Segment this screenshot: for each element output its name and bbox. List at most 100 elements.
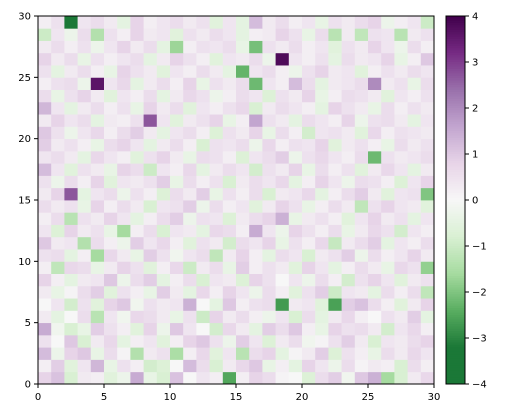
heatmap-cell bbox=[209, 150, 224, 164]
heatmap-cell bbox=[143, 224, 158, 238]
heatmap-cell bbox=[77, 65, 92, 78]
colorbar-segment bbox=[446, 200, 465, 203]
heatmap-cell bbox=[354, 16, 369, 29]
heatmap-cell bbox=[209, 310, 224, 324]
colorbar-segment bbox=[446, 36, 465, 40]
heatmap-cell bbox=[394, 261, 408, 274]
heatmap-cell bbox=[236, 126, 250, 140]
heatmap-cell bbox=[90, 163, 105, 176]
colorbar-tick-label: 0 bbox=[472, 196, 478, 207]
heatmap-cell bbox=[104, 310, 118, 324]
heatmap-cell bbox=[394, 187, 408, 201]
heatmap-cell bbox=[236, 187, 250, 201]
heatmap-cell bbox=[222, 322, 237, 336]
colorbar-segment bbox=[446, 135, 465, 139]
heatmap-cell bbox=[341, 273, 356, 287]
heatmap-cell bbox=[222, 236, 237, 250]
heatmap-cell bbox=[420, 101, 435, 115]
heatmap-cell bbox=[117, 285, 131, 299]
colorbar-segment bbox=[446, 243, 465, 247]
colorbar-segment bbox=[446, 96, 465, 100]
heatmap-cell bbox=[368, 187, 382, 201]
heatmap-cell bbox=[236, 175, 250, 189]
heatmap-cell bbox=[64, 298, 78, 311]
heatmap-cell bbox=[249, 52, 263, 66]
colorbar-segment bbox=[446, 126, 465, 130]
heatmap-cell bbox=[209, 261, 224, 274]
heatmap-cell bbox=[143, 200, 158, 213]
heatmap-cell bbox=[368, 40, 382, 54]
heatmap-cell bbox=[77, 40, 92, 54]
colorbar-segment bbox=[446, 110, 465, 114]
heatmap-cell bbox=[288, 285, 303, 299]
heatmap-cell bbox=[51, 126, 65, 140]
heatmap-cell bbox=[77, 28, 92, 41]
heatmap-cell bbox=[90, 52, 105, 66]
heatmap-cell bbox=[143, 28, 158, 41]
heatmap-cell bbox=[262, 52, 276, 66]
heatmap-cell bbox=[130, 163, 144, 176]
heatmap-cell bbox=[156, 200, 171, 213]
heatmap-cell bbox=[407, 138, 422, 152]
heatmap-cell bbox=[288, 101, 303, 115]
heatmap-cell bbox=[354, 138, 369, 152]
heatmap-cell bbox=[143, 371, 158, 385]
heatmap-cell bbox=[288, 163, 303, 176]
heatmap-cell bbox=[328, 200, 342, 213]
heatmap-cell bbox=[183, 371, 197, 385]
heatmap-cell bbox=[156, 40, 171, 54]
heatmap-cell bbox=[209, 77, 224, 90]
colorbar-segment bbox=[446, 137, 465, 141]
heatmap-cell bbox=[117, 126, 131, 140]
heatmap-cell bbox=[104, 224, 118, 238]
heatmap-cell bbox=[183, 298, 197, 311]
heatmap-cell bbox=[90, 175, 105, 189]
heatmap-cell bbox=[288, 310, 303, 324]
heatmap-cell bbox=[130, 249, 144, 262]
heatmap-cell bbox=[77, 261, 92, 274]
heatmap-cell bbox=[354, 322, 369, 336]
heatmap-cell bbox=[196, 28, 210, 41]
heatmap-cell bbox=[368, 114, 382, 127]
x-tick-label: 30 bbox=[428, 392, 441, 403]
heatmap-cell bbox=[407, 28, 422, 41]
heatmap-cell bbox=[77, 224, 92, 238]
heatmap-cell bbox=[117, 261, 131, 274]
heatmap-cell bbox=[38, 359, 52, 373]
heatmap-cell bbox=[407, 16, 422, 29]
heatmap-cell bbox=[209, 224, 224, 238]
heatmap-cell bbox=[302, 150, 316, 164]
heatmap-cell bbox=[341, 310, 356, 324]
heatmap-cell bbox=[196, 114, 210, 127]
heatmap-cell bbox=[275, 77, 290, 90]
heatmap-cell bbox=[275, 101, 290, 115]
heatmap-cell bbox=[104, 28, 118, 41]
heatmap-cell bbox=[117, 347, 131, 360]
colorbar-segment bbox=[446, 285, 465, 288]
colorbar-segment bbox=[446, 94, 465, 97]
heatmap-cell bbox=[288, 249, 303, 262]
heatmap-cell bbox=[117, 114, 131, 127]
heatmap-cell bbox=[394, 322, 408, 336]
heatmap-cell bbox=[394, 163, 408, 176]
heatmap-cell bbox=[77, 334, 92, 348]
heatmap-cell bbox=[262, 285, 276, 299]
heatmap-cell bbox=[90, 28, 105, 41]
colorbar-segment bbox=[446, 365, 465, 369]
heatmap-cell bbox=[170, 187, 184, 201]
heatmap-cell bbox=[302, 16, 316, 29]
heatmap-cell bbox=[183, 249, 197, 262]
heatmap-cell bbox=[156, 16, 171, 29]
heatmap-cell bbox=[275, 65, 290, 78]
heatmap-cell bbox=[315, 249, 329, 262]
heatmap-cell bbox=[407, 89, 422, 103]
colorbar-segment bbox=[446, 45, 465, 49]
heatmap-cell bbox=[420, 163, 435, 176]
heatmap-cell bbox=[196, 101, 210, 115]
heatmap-cell bbox=[196, 273, 210, 287]
heatmap-cell bbox=[407, 347, 422, 360]
heatmap-cell bbox=[38, 65, 52, 78]
colorbar-segment bbox=[446, 48, 465, 51]
heatmap-cell bbox=[196, 347, 210, 360]
heatmap-cell bbox=[143, 359, 158, 373]
